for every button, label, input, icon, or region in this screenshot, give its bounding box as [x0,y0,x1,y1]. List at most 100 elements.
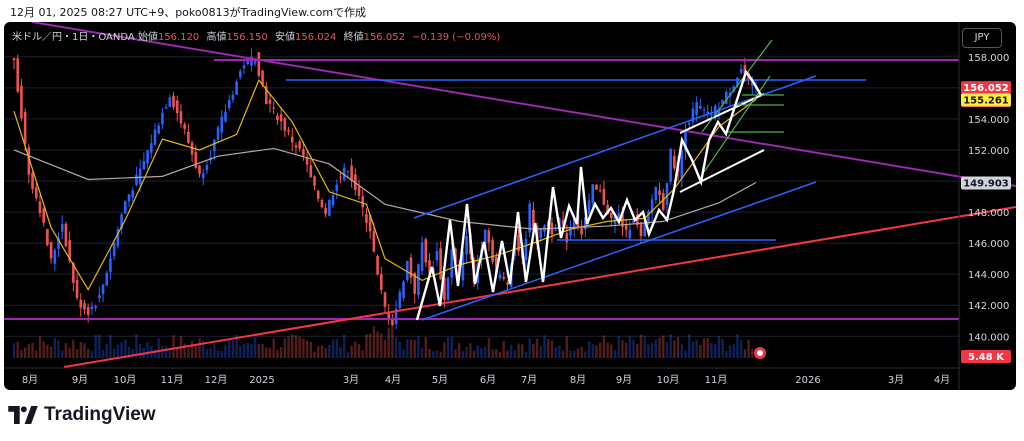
volume-bar [621,340,623,358]
volume-bar [618,336,620,358]
candle-body [65,224,68,246]
volume-bar [239,346,241,358]
candle-body [640,224,643,236]
volume-bar [224,345,226,358]
candle-body [232,95,235,100]
chart-caption: 12月 01, 2025 08:27 UTC+9、poko0813がTradin… [10,4,366,20]
candle-body [525,239,528,260]
volume-bar [580,347,582,358]
volume-bar [517,343,519,358]
tradingview-logo[interactable]: TradingView [8,404,156,426]
volume-bar [17,342,19,358]
volume-bar [610,344,612,358]
volume-bar [569,351,571,358]
candle-body [135,175,138,185]
volume-bar [391,326,393,358]
volume-bar [373,326,375,358]
volume-bar [83,343,85,358]
candle-body [321,200,324,207]
candle-body [688,123,691,125]
candle-body [128,194,131,201]
volume-bar [324,348,326,358]
candle-body [350,166,353,181]
event-flag-dot [757,350,763,356]
ohlc-legend: 米ドル／円・1日・OANDA 始値156.120 高値156.150 安値156… [12,28,500,43]
candle-body [595,185,598,190]
chart-frame[interactable]: 140.000142.000144.000146.000148.000150.0… [4,22,1016,390]
candle-body [213,140,216,151]
candle-body [94,306,97,308]
volume-bar [629,336,631,358]
volume-bar [562,351,564,358]
volume-bar [491,350,493,358]
volume-bar [221,351,223,358]
volume-bar [384,340,386,358]
volume-bar [243,344,245,358]
volume-bar [169,351,171,358]
volume-bar [588,341,590,358]
candle-body [280,114,283,121]
volume-bar [729,345,731,358]
volume-bar [57,340,59,358]
candle-body [31,173,34,189]
candle-body [313,176,316,185]
candle-body [703,109,706,110]
volume-bar [46,345,48,358]
volume-bar [298,337,300,358]
volume-bar [109,335,111,358]
candle-body [206,165,209,170]
volume-bar [358,344,360,358]
candle-body [224,112,227,122]
candle-body [243,65,246,68]
price-chart[interactable]: 140.000142.000144.000146.000148.000150.0… [4,22,1016,390]
volume-bar [176,348,178,358]
change-value: −0.139 (−0.09%) [412,32,500,43]
x-tick-label: 4月 [385,374,401,386]
volume-bar [443,342,445,358]
x-tick-label: 2025 [249,375,274,386]
candle-body [157,126,160,134]
volume-bar [54,338,56,358]
volume-bar [436,351,438,358]
volume-bar [276,350,278,358]
currency-button[interactable]: JPY [962,28,1002,48]
x-tick-label: 3月 [888,374,904,386]
candle-body [673,156,676,169]
candle-body [139,169,142,184]
candle-body [42,208,45,222]
volume-bar [640,335,642,358]
volume-bar [740,340,742,358]
volume-bar [154,349,156,358]
candle-body [220,117,223,133]
candle-body [102,285,105,295]
candle-body [165,107,168,108]
brand-name: TradingView [44,404,156,426]
volume-bar [484,347,486,358]
candle-body [599,190,602,191]
y-tick-label: 140.000 [968,332,1009,343]
candle-body [154,130,157,145]
volume-bar [718,336,720,358]
y-tick-label: 142.000 [968,301,1009,312]
volume-bar [336,339,338,358]
volume-bar [577,349,579,358]
candle-body [161,113,164,125]
volume-bar [469,343,471,358]
volume-bar [614,350,616,358]
candle-body [284,118,287,130]
volume-bar [332,340,334,358]
volume-bar [76,349,78,358]
volume-bar [688,334,690,358]
volume-badge: 5.48 K [968,352,1005,363]
candle-body [391,320,394,325]
x-tick-label: 5月 [432,374,448,386]
symbol-label[interactable]: 米ドル／円・1日・OANDA [12,32,135,43]
volume-bar [206,350,208,358]
volume-bar [625,343,627,358]
volume-bar [595,345,597,358]
candle-body [324,208,327,214]
volume-bar [454,349,456,358]
candle-body [35,187,38,197]
volume-bar [120,342,122,358]
candle-body [384,292,387,306]
